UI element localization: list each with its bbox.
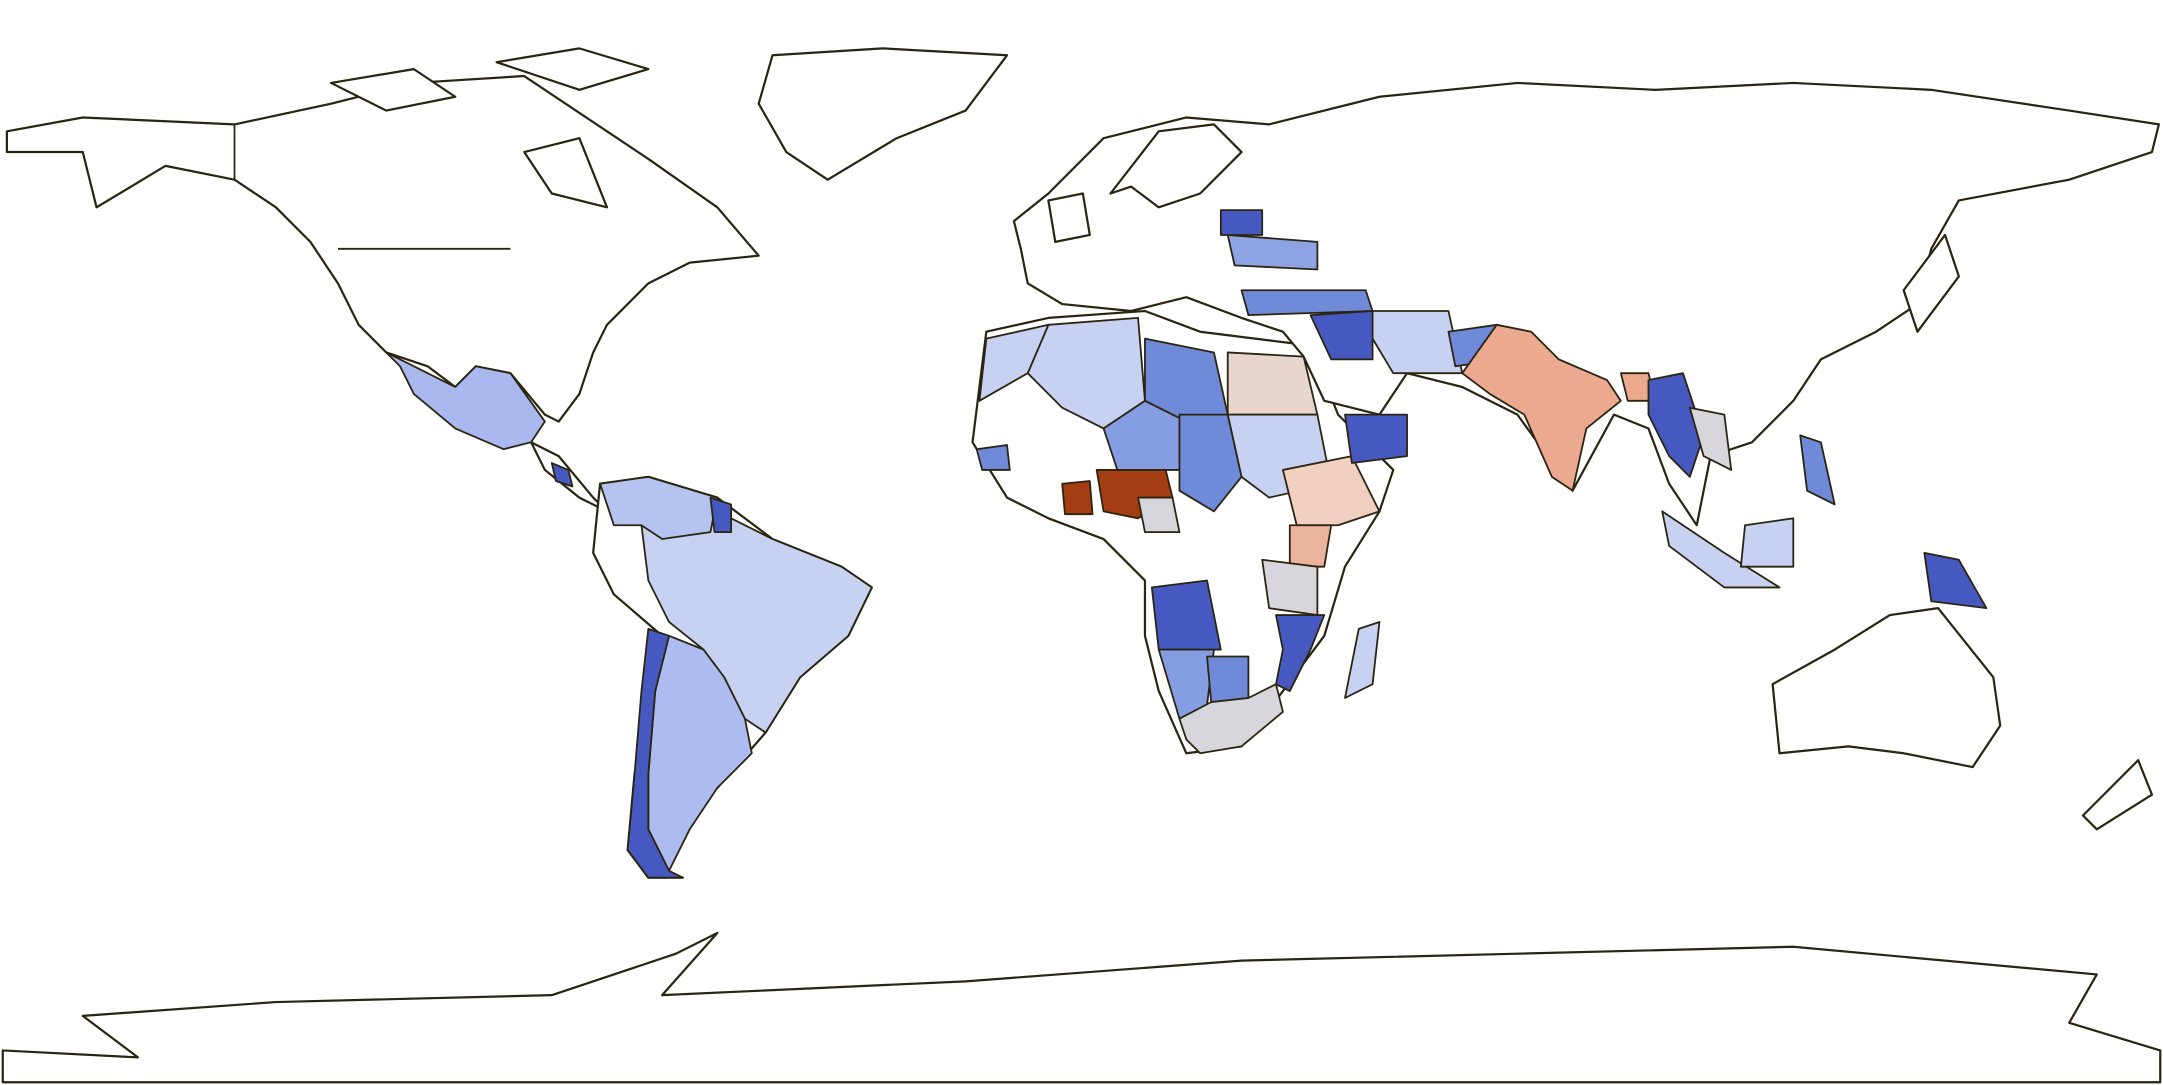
country <box>1282 455 1381 527</box>
scandinavia <box>1109 123 1243 209</box>
country <box>1206 655 1250 704</box>
country <box>640 510 873 734</box>
arctic-island <box>495 47 650 91</box>
country <box>975 444 1011 471</box>
country <box>626 627 684 879</box>
country <box>1923 551 1988 610</box>
country <box>1178 413 1243 513</box>
country <box>1461 323 1622 492</box>
arctic-island <box>523 137 609 209</box>
country <box>1344 621 1381 699</box>
country <box>385 351 546 451</box>
japan <box>1902 233 1960 333</box>
country <box>1309 310 1374 361</box>
country <box>1178 683 1284 755</box>
country <box>1226 234 1319 271</box>
country <box>550 462 574 488</box>
country <box>1647 372 1705 478</box>
arctic-island <box>329 68 457 112</box>
country <box>1061 480 1094 516</box>
country <box>978 323 1050 402</box>
country <box>1799 434 1836 506</box>
country <box>1739 517 1795 568</box>
country <box>1261 558 1319 616</box>
country <box>1219 209 1264 236</box>
country <box>1688 406 1733 471</box>
antarctica <box>1 931 2162 1084</box>
landmasses <box>1 47 2162 1084</box>
country <box>1661 510 1781 589</box>
country <box>1226 351 1319 416</box>
eurasia <box>1012 81 2160 527</box>
country <box>1288 524 1333 568</box>
country <box>599 475 719 540</box>
country <box>1137 496 1181 534</box>
country <box>1344 413 1408 464</box>
countries <box>385 209 1988 879</box>
country <box>1275 614 1326 692</box>
australia <box>1771 607 2002 769</box>
country <box>709 496 733 534</box>
britain <box>1047 192 1091 243</box>
country <box>1150 579 1222 651</box>
new-zealand <box>2081 759 2154 831</box>
greenland <box>757 47 1009 181</box>
